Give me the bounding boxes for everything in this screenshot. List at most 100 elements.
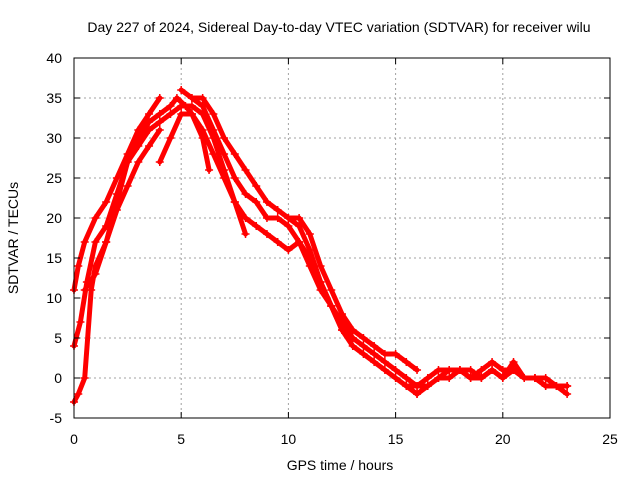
- data-point: [413, 366, 422, 374]
- data-point: [273, 238, 282, 246]
- data-point: [466, 366, 475, 374]
- data-point: [91, 270, 100, 278]
- data-point: [284, 246, 293, 254]
- data-point: [541, 382, 550, 390]
- data-point: [241, 230, 250, 238]
- data-point: [91, 238, 100, 246]
- data-point: [241, 214, 250, 222]
- x-tick-label: 20: [495, 431, 511, 447]
- data-point: [466, 374, 475, 382]
- data-point: [295, 238, 304, 246]
- series-line: [71, 103, 248, 349]
- y-tick-label: 20: [46, 210, 62, 226]
- data-point: [74, 262, 83, 270]
- data-point: [252, 182, 261, 190]
- data-point: [380, 366, 389, 374]
- data-point: [134, 126, 143, 134]
- plot-frame: [73, 57, 611, 419]
- series-satellite-track-5: [155, 110, 357, 342]
- data-point: [520, 374, 529, 382]
- data-point: [305, 246, 314, 254]
- data-point: [123, 150, 132, 158]
- chart-title: Day 227 of 2024, Sidereal Day-to-day VTE…: [87, 19, 590, 35]
- data-point: [220, 174, 229, 182]
- data-point: [391, 366, 400, 374]
- data-point: [102, 222, 111, 230]
- data-point: [370, 342, 379, 350]
- series-line: [82, 127, 163, 293]
- series-satellite-track-8: [284, 214, 422, 398]
- y-tick-label: 25: [46, 170, 62, 186]
- data-point: [530, 374, 539, 382]
- data-point: [488, 366, 497, 374]
- data-point: [348, 342, 357, 350]
- x-tick-label: 25: [602, 431, 618, 447]
- y-axis-label: SDTVAR / TECUs: [5, 182, 21, 294]
- data-point: [295, 222, 304, 230]
- data-point: [230, 198, 239, 206]
- data-point: [563, 390, 572, 398]
- data-point: [402, 382, 411, 390]
- y-tick-label: 30: [46, 130, 62, 146]
- data-point: [145, 142, 154, 150]
- series-satellite-track-11: [434, 358, 572, 390]
- data-point: [455, 366, 464, 374]
- x-axis-label: GPS time / hours: [287, 457, 394, 473]
- data-point: [295, 214, 304, 222]
- data-point: [434, 366, 443, 374]
- data-point: [252, 198, 261, 206]
- data-point: [413, 390, 422, 398]
- x-tick-label: 5: [177, 431, 185, 447]
- data-point: [123, 182, 132, 190]
- x-tick-label: 0: [70, 431, 78, 447]
- data-point: [198, 126, 207, 134]
- data-point: [187, 102, 196, 110]
- data-point: [155, 158, 164, 166]
- series-line: [189, 95, 420, 373]
- data-point: [76, 318, 85, 326]
- data-point: [509, 358, 518, 366]
- data-point: [348, 326, 357, 334]
- data-point: [112, 206, 121, 214]
- data-point: [402, 374, 411, 382]
- data-point: [488, 358, 497, 366]
- y-tick-label: 35: [46, 90, 62, 106]
- data-point: [166, 110, 175, 118]
- data-point: [273, 214, 282, 222]
- data-point: [220, 134, 229, 142]
- data-point: [230, 174, 239, 182]
- data-point: [262, 198, 271, 206]
- data-point: [155, 94, 164, 102]
- data-point: [434, 374, 443, 382]
- data-point: [445, 366, 454, 374]
- data-point: [220, 150, 229, 158]
- data-point: [145, 126, 154, 134]
- data-point: [477, 374, 486, 382]
- data-point: [80, 238, 89, 246]
- data-point: [391, 374, 400, 382]
- y-tick-label: 40: [46, 50, 62, 66]
- data-point: [155, 126, 164, 134]
- data-point: [552, 382, 561, 390]
- y-tick-label: -5: [50, 410, 63, 426]
- data-point: [316, 278, 325, 286]
- data-point: [209, 126, 218, 134]
- data-point: [423, 374, 432, 382]
- y-tick-label: 0: [54, 370, 62, 386]
- data-point: [112, 174, 121, 182]
- series-group: [70, 86, 572, 406]
- data-point: [241, 190, 250, 198]
- series-satellite-track-4: [80, 126, 164, 294]
- x-tick-label: 10: [281, 431, 297, 447]
- data-point: [359, 334, 368, 342]
- data-point: [541, 374, 550, 382]
- data-point: [102, 238, 111, 246]
- data-point: [423, 382, 432, 390]
- data-point: [187, 94, 196, 102]
- data-point: [338, 326, 346, 334]
- data-point: [563, 382, 572, 390]
- data-point: [327, 302, 336, 310]
- data-point: [413, 382, 422, 390]
